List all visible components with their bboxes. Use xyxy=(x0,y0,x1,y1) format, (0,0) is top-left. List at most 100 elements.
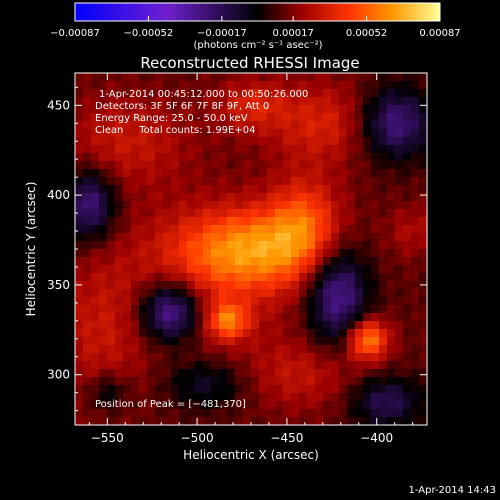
heatmap-pixel xyxy=(379,369,388,378)
heatmap-pixel xyxy=(107,305,116,314)
heatmap-pixel xyxy=(371,121,380,130)
heatmap-pixel xyxy=(371,177,380,186)
heatmap-pixel xyxy=(379,113,388,122)
heatmap-pixel xyxy=(243,345,252,354)
colorbar-tick-label: −0.00052 xyxy=(124,28,174,39)
heatmap-pixel xyxy=(403,209,412,218)
heatmap-pixel xyxy=(131,105,140,114)
heatmap-pixel xyxy=(171,377,180,386)
heatmap-pixel xyxy=(387,313,396,322)
heatmap-pixel xyxy=(203,313,212,322)
heatmap-pixel xyxy=(379,97,388,106)
heatmap-pixel xyxy=(235,89,244,98)
heatmap-pixel xyxy=(379,129,388,138)
heatmap-pixel xyxy=(227,289,236,298)
heatmap-pixel xyxy=(267,185,276,194)
heatmap-pixel xyxy=(187,329,196,338)
heatmap-pixel xyxy=(347,129,356,138)
heatmap-pixel xyxy=(171,217,180,226)
heatmap-pixel xyxy=(419,337,428,346)
heatmap-pixel xyxy=(99,329,108,338)
heatmap-pixel xyxy=(379,257,388,266)
heatmap-pixel xyxy=(411,217,420,226)
heatmap-pixel xyxy=(147,153,156,162)
heatmap-pixel xyxy=(347,241,356,250)
heatmap-pixel xyxy=(299,225,308,234)
heatmap-pixel xyxy=(155,241,164,250)
heatmap-pixel xyxy=(291,377,300,386)
heatmap-pixel xyxy=(339,321,348,330)
heatmap-pixel xyxy=(147,185,156,194)
heatmap-pixel xyxy=(315,337,324,346)
heatmap-pixel xyxy=(147,401,156,410)
heatmap-pixel xyxy=(395,289,404,298)
heatmap-pixel xyxy=(331,113,340,122)
heatmap-pixel xyxy=(371,129,380,138)
heatmap-pixel xyxy=(139,313,148,322)
heatmap-pixel xyxy=(363,121,372,130)
heatmap-pixel xyxy=(187,265,196,274)
heatmap-pixel xyxy=(331,297,340,306)
y-tick-label: 450 xyxy=(47,98,70,112)
heatmap-image xyxy=(75,73,428,426)
heatmap-pixel xyxy=(139,417,148,426)
heatmap-pixel xyxy=(123,177,132,186)
heatmap-pixel xyxy=(179,313,188,322)
heatmap-pixel xyxy=(171,137,180,146)
heatmap-pixel xyxy=(379,217,388,226)
heatmap-pixel xyxy=(259,209,268,218)
heatmap-pixel xyxy=(275,201,284,210)
heatmap-pixel xyxy=(155,249,164,258)
heatmap-pixel xyxy=(283,169,292,178)
heatmap-pixel xyxy=(155,401,164,410)
heatmap-pixel xyxy=(339,281,348,290)
heatmap-pixel xyxy=(115,145,124,154)
heatmap-pixel xyxy=(331,257,340,266)
heatmap-pixel xyxy=(107,297,116,306)
heatmap-pixel xyxy=(123,209,132,218)
heatmap-pixel xyxy=(147,225,156,234)
heatmap-pixel xyxy=(355,385,364,394)
heatmap-pixel xyxy=(235,321,244,330)
heatmap-pixel xyxy=(147,113,156,122)
heatmap-pixel xyxy=(187,305,196,314)
heatmap-pixel xyxy=(395,305,404,314)
heatmap-pixel xyxy=(419,177,428,186)
heatmap-pixel xyxy=(187,321,196,330)
heatmap-pixel xyxy=(227,129,236,138)
heatmap-pixel xyxy=(179,353,188,362)
heatmap-pixel xyxy=(243,113,252,122)
heatmap-pixel xyxy=(243,297,252,306)
heatmap-pixel xyxy=(147,409,156,418)
heatmap-pixel xyxy=(219,129,228,138)
heatmap-pixel xyxy=(283,201,292,210)
heatmap-pixel xyxy=(411,105,420,114)
heatmap-pixel xyxy=(235,217,244,226)
heatmap-pixel xyxy=(403,393,412,402)
heatmap-pixel xyxy=(171,89,180,98)
heatmap-pixel xyxy=(203,169,212,178)
heatmap-pixel xyxy=(355,153,364,162)
heatmap-pixel xyxy=(323,121,332,130)
heatmap-pixel xyxy=(91,265,100,274)
heatmap-pixel xyxy=(339,409,348,418)
heatmap-pixel xyxy=(243,305,252,314)
heatmap-pixel xyxy=(99,105,108,114)
heatmap-pixel xyxy=(243,337,252,346)
heatmap-pixel xyxy=(139,257,148,266)
heatmap-pixel xyxy=(123,185,132,194)
heatmap-pixel xyxy=(379,417,388,426)
heatmap-pixel xyxy=(155,273,164,282)
heatmap-pixel xyxy=(219,297,228,306)
heatmap-pixel xyxy=(83,409,92,418)
heatmap-pixel xyxy=(307,313,316,322)
heatmap-pixel xyxy=(347,121,356,130)
heatmap-pixel xyxy=(227,401,236,410)
heatmap-pixel xyxy=(155,369,164,378)
heatmap-pixel xyxy=(219,145,228,154)
heatmap-pixel xyxy=(131,73,140,82)
heatmap-pixel xyxy=(211,393,220,402)
heatmap-pixel xyxy=(315,329,324,338)
heatmap-pixel xyxy=(211,281,220,290)
heatmap-pixel xyxy=(187,409,196,418)
